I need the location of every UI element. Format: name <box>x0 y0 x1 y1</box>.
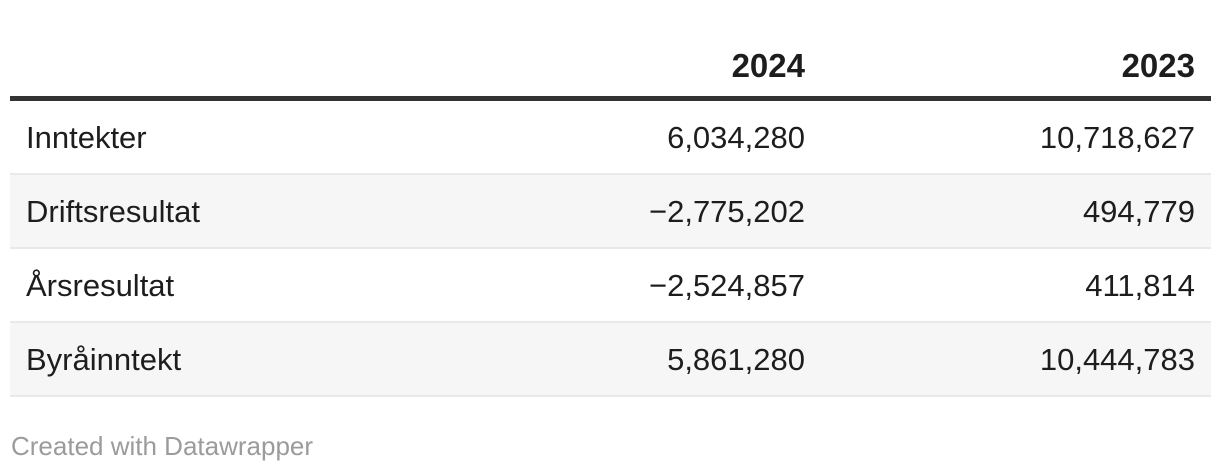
table-row-inntekter: Inntekter 6,034,280 10,718,627 <box>10 101 1211 175</box>
table-footer: Created with Datawrapper <box>11 433 313 460</box>
row-label: Inntekter <box>26 119 147 155</box>
table-row-byrainntekt: Byråinntekt 5,861,280 10,444,783 <box>10 323 1211 397</box>
cell-2024-value: −2,524,857 <box>648 267 805 303</box>
cell-2023-value: 411,814 <box>1085 267 1195 303</box>
table-row-driftsresultat: Driftsresultat −2,775,202 494,779 <box>10 175 1211 249</box>
cell-2023-value: 10,444,783 <box>1039 341 1195 377</box>
row-label: Driftsresultat <box>26 193 200 229</box>
financial-table: 2024 2023 Inntekter 6,034,280 10,718,627… <box>10 0 1211 397</box>
cell-2024-value: 6,034,280 <box>667 119 805 155</box>
column-header-2024: 2024 <box>731 47 805 84</box>
row-label: Årsresultat <box>26 267 175 303</box>
cell-2024-value: −2,775,202 <box>648 193 805 229</box>
cell-2023-value: 494,779 <box>1082 193 1195 229</box>
table-row-arsresultat: Årsresultat −2,524,857 411,814 <box>10 249 1211 323</box>
column-header-empty <box>10 82 431 96</box>
table-header-row: 2024 2023 <box>10 0 1211 101</box>
cell-2023-value: 10,718,627 <box>1039 119 1195 155</box>
row-label: Byråinntekt <box>26 341 182 377</box>
datawrapper-credit-link[interactable]: Created with Datawrapper <box>11 431 314 461</box>
column-header-2023: 2023 <box>1121 47 1195 84</box>
cell-2024-value: 5,861,280 <box>667 341 805 377</box>
